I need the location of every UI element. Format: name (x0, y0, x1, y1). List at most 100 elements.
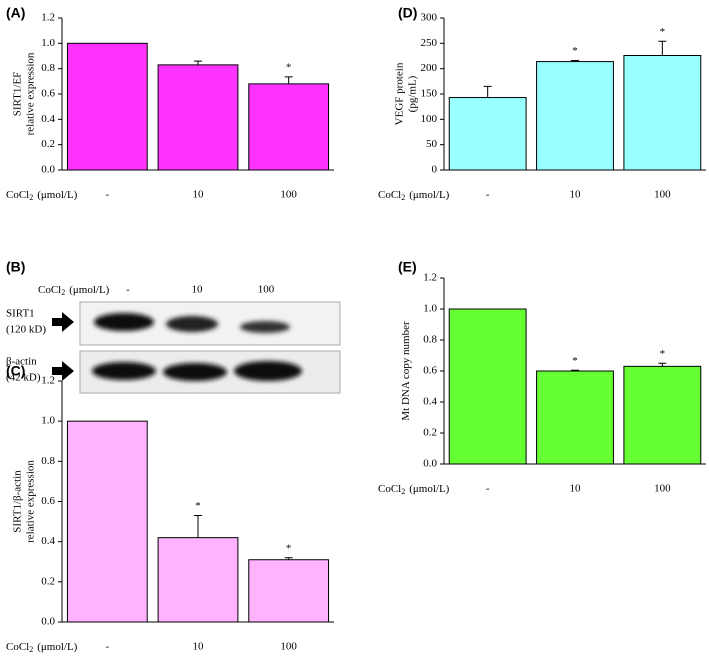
bar-chart: (C) 0.0 0.2 0.4 0.6 0.8 1.0 1.2 SIRT1/β-actinrel… (6, 363, 334, 654)
error-bar (194, 515, 202, 538)
y-tick-label: 1.0 (423, 303, 437, 315)
y-tick-label: 0.4 (41, 113, 55, 125)
y-tick-label: 0.2 (41, 138, 55, 150)
significance: * (572, 45, 578, 57)
y-tick-label: 200 (421, 62, 438, 74)
x-label-part: CoCl (378, 483, 401, 495)
y-axis-label: VEGF protein(pg/mL) (393, 62, 418, 125)
y-tick-label: 0.4 (423, 396, 437, 408)
y-tick-label: 0.2 (423, 427, 437, 439)
significance: * (660, 26, 666, 38)
y-tick-label: 100 (421, 113, 438, 125)
bar-chart: (D) 0 50 100 150 200 250 300 VEGF protein(pg/mL)… (378, 5, 706, 202)
error-bar (284, 76, 293, 84)
significance: * (660, 348, 666, 360)
bar (536, 370, 614, 465)
x-label-part: 2 (401, 487, 405, 496)
x-tick-label: - (105, 641, 109, 653)
bar (66, 42, 148, 171)
y-tick-label: 0.2 (41, 575, 55, 587)
y-label-line: relative expression (24, 52, 36, 135)
bar (623, 365, 702, 465)
x-tick-label: 10 (570, 483, 582, 495)
x-tick-label: - (486, 189, 490, 201)
y-tick-label: 300 (421, 12, 438, 24)
y-label-line: (pg/mL) (406, 75, 418, 112)
x-label-part: (μmol/L) (37, 641, 77, 653)
y-tick-label: 0.6 (41, 88, 55, 100)
x-tick-label: 100 (280, 641, 297, 653)
row-label: SIRT1 (6, 308, 35, 320)
y-axis-label: SIRT1/β-actinrelative expression (11, 460, 36, 543)
y-tick-label: 0.4 (41, 535, 55, 547)
bar (536, 61, 614, 171)
panel-label: (A) (6, 5, 25, 21)
error-bar (571, 369, 579, 371)
bar (448, 308, 527, 465)
bar (157, 64, 239, 171)
y-label-line: relative expression (24, 460, 36, 543)
panel-label: (E) (398, 259, 417, 275)
x-tick-label: - (486, 483, 490, 495)
y-tick-label: 150 (421, 88, 438, 100)
panel-label: (D) (398, 5, 417, 21)
x-axis-label: CoCl2 (μmol/L) (378, 189, 450, 202)
y-tick-label: 0.0 (41, 616, 55, 628)
x-tick-label: 10 (193, 189, 205, 201)
x-axis-label: CoCl2 (μmol/L) (6, 641, 78, 654)
y-tick-label: 0.0 (423, 458, 437, 470)
bar (157, 537, 239, 623)
x-label-part: 2 (401, 193, 405, 202)
significance: * (572, 355, 578, 367)
x-label-part: 2 (29, 193, 33, 202)
arrow (52, 361, 74, 381)
y-label-line: SIRT1/EF (11, 72, 23, 117)
y-axis-label: Mt DNA copy number (400, 321, 412, 421)
bar (248, 559, 330, 623)
y-axis-label: SIRT1/EFrelative expression (11, 52, 36, 135)
error-bar (571, 60, 579, 62)
bar (448, 97, 527, 171)
bar (66, 420, 148, 623)
error-bar (483, 85, 492, 98)
blot-panel: (B) CoCl2 (μmol/L) - 10 100 SIRT1 (120 kD… (6, 259, 341, 394)
x-tick-label: 100 (654, 189, 671, 201)
y-label-line: VEGF protein (393, 62, 405, 125)
bar-chart: (A) 0.0 0.2 0.4 0.6 0.8 1.0 1.2 SIRT1/EFrelative… (6, 5, 334, 202)
x-tick-label: 100 (654, 483, 671, 495)
significance: * (195, 500, 201, 512)
error-bar (194, 60, 202, 65)
bar-chart: (E) 0.0 0.2 0.4 0.6 0.8 1.0 1.2 Mt DNA copy numb… (378, 259, 706, 496)
error-bar (284, 557, 293, 560)
bar (623, 54, 702, 171)
y-tick-label: 1.2 (41, 375, 55, 387)
lane-label: 10 (192, 284, 204, 296)
y-tick-label: 1.2 (41, 12, 55, 24)
bar (248, 83, 330, 171)
x-label-part: (μmol/L) (409, 189, 449, 201)
x-tick-label: 10 (193, 641, 205, 653)
y-label-line: Mt DNA copy number (400, 321, 412, 421)
bands (92, 313, 302, 381)
y-tick-label: 1.0 (41, 37, 55, 49)
x-label-part: 2 (29, 645, 33, 654)
y-label-line: SIRT1/β-actin (11, 470, 23, 533)
y-tick-label: 0.8 (41, 62, 55, 74)
panel-label: (B) (6, 259, 25, 275)
y-tick-label: 0.8 (423, 334, 437, 346)
arrow (52, 312, 74, 332)
x-label-part: (μmol/L) (409, 483, 449, 495)
row-label: (120 kD) (6, 324, 46, 336)
lane-label: - (126, 284, 130, 296)
y-tick-label: 0 (432, 164, 438, 176)
x-axis-label: CoCl2 (μmol/L) (6, 189, 78, 202)
x-tick-label: 10 (570, 189, 582, 201)
x-tick-label: 100 (280, 189, 297, 201)
y-tick-label: 0.0 (41, 164, 55, 176)
error-bar (658, 362, 667, 367)
significance: * (286, 542, 292, 554)
y-tick-label: 250 (421, 37, 438, 49)
row-label: β-actin (6, 356, 37, 368)
y-tick-label: 0.6 (41, 495, 55, 507)
